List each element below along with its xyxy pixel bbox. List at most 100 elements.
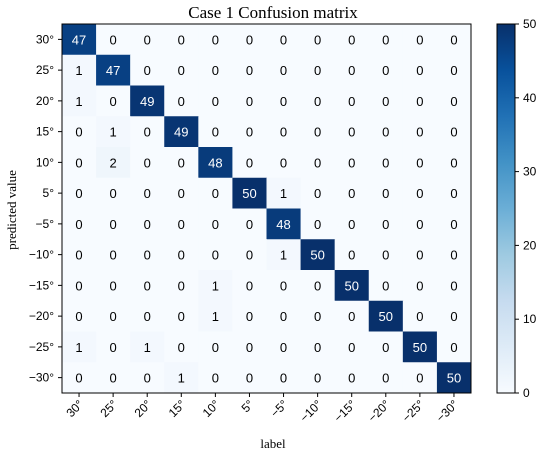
heatmap-cell — [130, 177, 165, 209]
cell-value-label: 0 — [212, 217, 219, 232]
cell-value-label: 0 — [314, 217, 321, 232]
colorbar-tick-label: 50 — [523, 17, 537, 31]
heatmap-cell — [334, 362, 370, 394]
cell-value-label: 0 — [110, 309, 117, 324]
heatmap-cell — [368, 147, 404, 179]
heatmap-cell — [62, 239, 97, 271]
x-axis-label: label — [260, 436, 286, 451]
colorbar-tick-label: 40 — [523, 91, 537, 105]
cell-value-label: 0 — [246, 309, 253, 324]
cell-value-label: 0 — [144, 278, 151, 293]
cell-value-label: 0 — [348, 186, 355, 201]
cell-value-label: 2 — [110, 155, 117, 170]
cell-value-label: 0 — [450, 278, 457, 293]
cell-value-label: 0 — [416, 371, 423, 386]
cell-value-label: 0 — [348, 32, 355, 47]
cell-value-label: 0 — [178, 63, 185, 78]
heatmap-cell — [164, 147, 199, 179]
heatmap-cell — [232, 54, 267, 86]
y-axis-label: predicted value — [4, 170, 19, 250]
heatmap-cell — [368, 177, 404, 209]
cell-value-label: 0 — [450, 125, 457, 140]
heatmap-cell — [334, 177, 370, 209]
heatmap-cell — [334, 24, 370, 56]
heatmap-cell — [130, 147, 165, 179]
cell-value-label: 1 — [110, 125, 117, 140]
cell-value-label: 0 — [416, 125, 423, 140]
heatmap-cell — [130, 300, 165, 332]
heatmap-cell — [266, 239, 302, 271]
cell-value-label: 0 — [314, 155, 321, 170]
heatmap-cell — [164, 85, 199, 117]
cell-value-label: 50 — [413, 340, 427, 355]
heatmap-cell — [62, 147, 97, 179]
y-tick-label: −5° — [36, 217, 55, 231]
cell-value-label: 1 — [144, 340, 151, 355]
cell-value-label: 0 — [178, 340, 185, 355]
colorbar-tick-label: 20 — [523, 238, 537, 252]
heatmap-cell — [368, 85, 404, 117]
cell-value-label: 0 — [75, 309, 82, 324]
heatmap-cell — [436, 147, 472, 179]
heatmap-cell — [198, 177, 233, 209]
heatmap-cell — [198, 270, 233, 302]
cell-value-label: 0 — [212, 248, 219, 263]
heatmap-cell — [368, 116, 404, 148]
cell-value-label: 0 — [314, 186, 321, 201]
cell-value-label: 0 — [450, 94, 457, 109]
cell-value-label: 0 — [280, 278, 287, 293]
cell-value-label: 0 — [382, 278, 389, 293]
cell-value-label: 0 — [178, 278, 185, 293]
heatmap-cell — [62, 331, 97, 363]
heatmap-cell — [232, 331, 267, 363]
y-tick-label: 20° — [36, 94, 54, 108]
cell-value-label: 0 — [314, 94, 321, 109]
cell-value-label: 0 — [450, 217, 457, 232]
colorbar-tick-label: 10 — [523, 312, 537, 326]
cell-value-label: 0 — [348, 371, 355, 386]
heatmap-cell — [402, 300, 438, 332]
cell-value-label: 0 — [348, 340, 355, 355]
heatmap-cell — [300, 85, 336, 117]
heatmap-cell — [130, 270, 165, 302]
y-tick-label: −15° — [29, 278, 54, 292]
cell-value-label: 0 — [110, 186, 117, 201]
heatmap-cell — [266, 24, 302, 56]
heatmap-cell — [198, 239, 233, 271]
heatmap-cell — [96, 239, 131, 271]
x-tick-label: 10° — [200, 397, 223, 420]
cell-value-label: 0 — [212, 186, 219, 201]
cell-value-label: 47 — [72, 32, 86, 47]
heatmap-cell — [266, 300, 302, 332]
heatmap-cell — [96, 270, 131, 302]
cell-value-label: 0 — [450, 340, 457, 355]
cell-value-label: 0 — [382, 63, 389, 78]
heatmap-cell — [436, 85, 472, 117]
cell-value-label: 0 — [314, 309, 321, 324]
cell-value-label: 50 — [447, 371, 461, 386]
heatmap-cell — [96, 147, 131, 179]
heatmap-cell — [300, 300, 336, 332]
heatmap-cells — [62, 24, 472, 394]
x-tick-label: −5° — [268, 397, 291, 420]
heatmap-cell — [402, 208, 438, 240]
cell-value-label: 0 — [75, 125, 82, 140]
cell-value-label: 0 — [110, 371, 117, 386]
heatmap-cell — [436, 177, 472, 209]
heatmap-cell — [436, 270, 472, 302]
cell-value-label: 0 — [450, 309, 457, 324]
x-tick-label: −20° — [365, 397, 393, 425]
cell-value-label: 0 — [280, 155, 287, 170]
cell-value-label: 0 — [75, 248, 82, 263]
cell-value-label: 0 — [75, 186, 82, 201]
x-tick-label: −15° — [331, 397, 359, 425]
cell-value-label: 0 — [246, 371, 253, 386]
heatmap-cell — [62, 54, 97, 86]
heatmap-cell — [436, 300, 472, 332]
cell-value-label: 0 — [280, 340, 287, 355]
chart-title: Case 1 Confusion matrix — [188, 3, 358, 22]
cell-value-label: 0 — [416, 63, 423, 78]
cell-value-label: 0 — [246, 63, 253, 78]
cell-value-label: 0 — [450, 155, 457, 170]
heatmap-cell — [300, 24, 336, 56]
